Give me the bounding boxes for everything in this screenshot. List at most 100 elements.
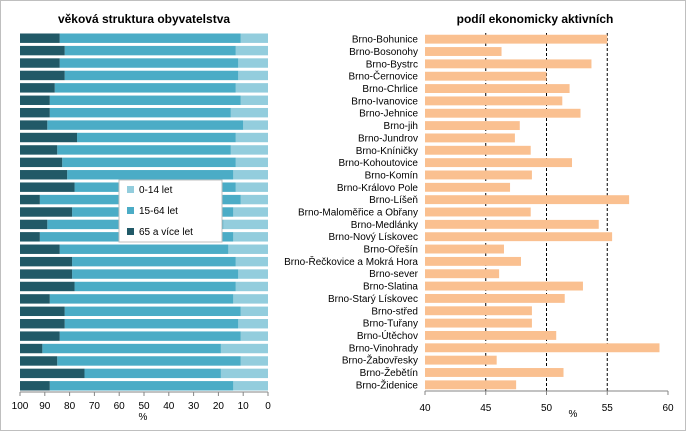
age-bar-segment <box>20 145 58 155</box>
age-tick-label: 10 <box>238 401 250 412</box>
econ-category-label: Brno-Útěchov <box>357 329 418 342</box>
age-tick-label: 40 <box>163 401 175 412</box>
age-bar-segment <box>20 244 60 254</box>
age-bar-segment <box>240 33 268 43</box>
age-bar-segment <box>233 294 268 304</box>
econ-category-label: Brno-Jehnice <box>359 109 418 120</box>
age-bar-segment <box>235 281 268 292</box>
econ-bar <box>425 232 613 242</box>
age-tick-label: 50 <box>138 401 150 412</box>
age-bar-segment <box>240 356 268 366</box>
age-x-axis-label: % <box>139 412 148 423</box>
age-bar-segment <box>67 170 234 180</box>
age-bar-segment <box>59 331 241 341</box>
age-bar-segment <box>220 368 268 379</box>
age-tick-label: 20 <box>213 401 225 412</box>
econ-bars <box>425 34 660 390</box>
econ-x-ticks: 40 45 50 55 60 <box>419 391 674 414</box>
age-bar-segment <box>233 232 268 242</box>
econ-category-labels: Brno-BohuniceBrno-BosonohyBrno-BystrcBrn… <box>284 35 419 392</box>
age-bar-segment <box>20 356 58 366</box>
age-structure-chart: věková struktura obyvatelstva 100 90 80 70 6… <box>12 12 272 423</box>
age-bar-segment <box>233 381 268 391</box>
econ-bar <box>425 343 660 353</box>
econ-bar <box>425 380 517 390</box>
econ-bar <box>425 195 630 205</box>
age-tick-label: 60 <box>114 401 126 412</box>
age-bar-segment <box>230 107 268 118</box>
age-bar-segment <box>64 70 239 81</box>
age-bar-segment <box>64 45 236 56</box>
age-bar-segment <box>223 219 268 230</box>
age-bar-segment <box>59 244 229 254</box>
age-bar-segment <box>62 157 236 168</box>
age-bar-segment <box>20 132 78 143</box>
econ-category-label: Brno-Ořešín <box>364 245 418 256</box>
age-bar-segment <box>59 33 241 43</box>
age-legend: 0-14 let 15-64 let 65 a více let <box>118 179 223 243</box>
econ-category-label: Brno-Bystrc <box>366 59 418 70</box>
age-bar-segment <box>20 306 65 317</box>
age-bar-segment <box>240 306 268 317</box>
econ-category-label: Brno-Řečkovice a Mokrá Hora <box>284 255 418 268</box>
econ-category-label: Brno-Židenice <box>356 378 419 391</box>
legend-label: 65 a více let <box>139 227 193 238</box>
age-bar-segment <box>72 256 236 267</box>
age-bar-segment <box>72 269 239 279</box>
econ-category-label: Brno-Žabovřesky <box>342 354 418 367</box>
legend-label: 15-64 let <box>139 206 178 217</box>
age-bar-segment <box>20 381 50 391</box>
age-bar-segment <box>54 83 236 93</box>
age-bar-segment <box>238 58 268 68</box>
age-bar-segment <box>77 132 236 143</box>
econ-chart-title: podíl ekonomicky aktivních <box>457 12 614 26</box>
econ-bar <box>425 219 599 229</box>
legend-swatch <box>127 186 134 193</box>
age-bar-segment <box>57 145 231 155</box>
econ-category-label: Brno-Chrlice <box>362 84 418 95</box>
econ-category-label: Brno-Královo Pole <box>337 183 419 194</box>
economic-activity-chart: podíl ekonomicky aktivních Brno-Bohunice… <box>284 12 674 420</box>
age-bar-segment <box>20 194 40 205</box>
age-bar-segment <box>49 95 241 105</box>
age-bar-segment <box>20 157 63 168</box>
age-bar-segment <box>235 132 268 143</box>
econ-bar <box>425 182 511 192</box>
age-bar-segment <box>243 120 268 130</box>
age-bar-segment <box>49 107 231 118</box>
age-bar-segment <box>57 356 241 366</box>
econ-category-label: Brno-Bohunice <box>352 35 419 46</box>
age-bar-segment <box>64 319 239 329</box>
econ-category-label: Brno-Nový Lískovec <box>329 232 418 243</box>
age-bar-segment <box>47 120 244 130</box>
legend-swatch <box>127 228 134 235</box>
age-bar-segment <box>238 70 268 81</box>
age-x-ticks: 100 90 80 70 60 50 40 30 20 10 0 <box>12 392 271 412</box>
econ-x-axis-label: % <box>569 409 578 420</box>
age-bar-segment <box>49 381 234 391</box>
econ-category-label: Brno-Líšeň <box>369 195 418 206</box>
age-bar-segment <box>20 331 60 341</box>
age-bar-segment <box>235 256 268 267</box>
age-bar-segment <box>240 95 268 105</box>
age-bar-segment <box>235 45 268 56</box>
age-tick-label: 30 <box>188 401 200 412</box>
econ-tick-label: 55 <box>602 403 614 414</box>
econ-bar <box>425 158 573 168</box>
econ-category-label: Brno-Jundrov <box>358 133 418 144</box>
econ-bar <box>425 244 504 254</box>
age-bar-segment <box>235 83 268 93</box>
econ-category-label: Brno-Bosonohy <box>349 47 418 58</box>
econ-category-label: Brno-Medlánky <box>351 220 418 231</box>
age-bar-segment <box>49 294 234 304</box>
econ-category-label: Brno-Komín <box>365 170 418 181</box>
econ-bar <box>425 145 531 155</box>
econ-bar <box>425 121 520 131</box>
econ-bar <box>425 281 583 291</box>
age-bar-segment <box>20 207 73 217</box>
age-bar-segment <box>20 33 60 43</box>
age-bar-segment <box>20 294 50 304</box>
econ-category-label: Brno-Černovice <box>349 70 419 83</box>
legend-label: 0-14 let <box>139 185 173 196</box>
econ-tick-label: 60 <box>662 403 674 414</box>
